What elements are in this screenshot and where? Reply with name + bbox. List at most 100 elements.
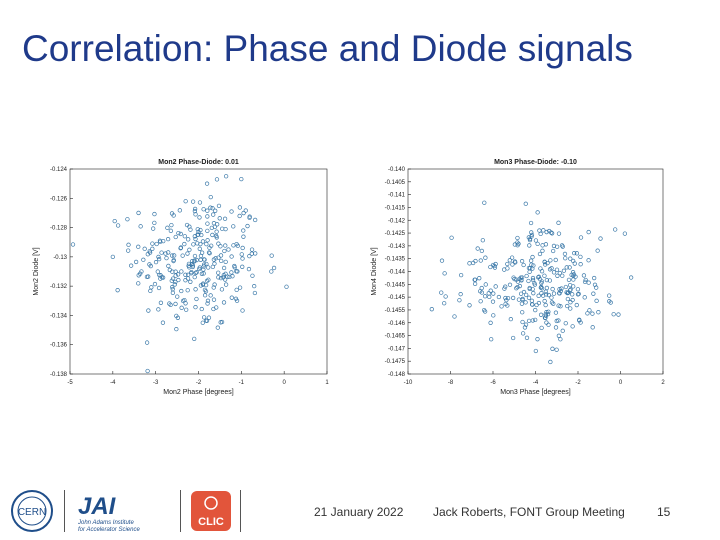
- data-point: [570, 324, 575, 329]
- data-point: [185, 251, 190, 256]
- data-point: [567, 282, 573, 288]
- data-point: [520, 319, 525, 325]
- data-point: [168, 302, 173, 307]
- data-point: [211, 212, 216, 217]
- jai-logo-text: JAI: [78, 493, 117, 520]
- data-point: [547, 278, 553, 283]
- data-point: [147, 250, 153, 255]
- data-point: [519, 301, 525, 306]
- data-point: [563, 256, 568, 261]
- data-point: [252, 290, 258, 296]
- data-point: [205, 208, 210, 213]
- data-point: [192, 336, 197, 342]
- y-tick-label: -0.142: [388, 218, 406, 224]
- data-point: [229, 254, 234, 259]
- data-point: [146, 274, 151, 279]
- data-point: [536, 300, 542, 306]
- y-tick-label: -0.1415: [385, 205, 406, 211]
- data-point: [201, 315, 207, 320]
- data-point: [214, 177, 220, 182]
- y-tick-label: -0.124: [50, 167, 68, 173]
- data-point: [527, 236, 533, 242]
- data-point: [439, 290, 444, 295]
- data-point: [138, 271, 143, 276]
- data-point: [526, 295, 532, 300]
- data-point: [232, 263, 237, 269]
- data-point: [508, 317, 513, 322]
- data-point: [239, 252, 244, 257]
- data-point: [537, 228, 542, 233]
- data-point: [158, 276, 163, 281]
- data-point: [173, 269, 178, 274]
- data-point: [587, 308, 592, 313]
- data-point: [503, 301, 508, 307]
- data-point: [167, 301, 172, 306]
- data-point: [490, 299, 496, 304]
- jai-logo-subtitle-1: John Adams Institute: [77, 520, 134, 526]
- data-point: [252, 283, 257, 289]
- footer-presenter: Jack Roberts, FONT Group Meeting: [433, 505, 625, 519]
- data-point: [571, 277, 576, 282]
- data-point: [192, 253, 198, 259]
- data-point: [202, 262, 207, 267]
- data-point: [201, 207, 206, 212]
- data-point: [158, 300, 164, 305]
- data-point: [491, 313, 496, 318]
- data-point: [216, 270, 221, 275]
- data-point: [112, 218, 117, 224]
- data-point: [561, 268, 567, 273]
- data-point: [148, 288, 153, 294]
- data-point: [457, 298, 462, 303]
- data-point: [187, 265, 192, 270]
- data-point: [564, 290, 569, 295]
- y-tick-label: -0.140: [388, 167, 406, 173]
- data-point: [204, 278, 210, 284]
- data-point: [563, 321, 568, 326]
- data-point: [550, 286, 555, 292]
- data-point: [223, 282, 229, 287]
- data-point: [203, 318, 209, 323]
- data-point: [582, 295, 587, 300]
- data-point: [568, 287, 573, 292]
- data-point: [586, 229, 591, 235]
- data-point: [249, 251, 254, 256]
- data-point: [212, 261, 217, 266]
- data-point: [548, 359, 553, 365]
- data-point: [553, 257, 558, 263]
- data-point: [187, 247, 192, 252]
- data-point: [467, 261, 472, 266]
- data-point: [142, 246, 147, 251]
- data-point: [183, 199, 188, 204]
- data-point: [473, 258, 478, 264]
- data-point: [218, 244, 223, 249]
- data-point: [585, 311, 590, 316]
- data-point: [182, 297, 187, 303]
- data-point: [171, 213, 176, 218]
- data-point: [544, 229, 549, 235]
- data-point: [216, 203, 222, 209]
- data-point: [204, 261, 209, 267]
- x-tick-label: -4: [110, 380, 116, 386]
- data-point: [488, 288, 493, 293]
- data-point: [150, 241, 155, 246]
- y-tick-label: -0.138: [50, 372, 68, 378]
- data-point: [530, 275, 536, 281]
- data-point: [225, 274, 230, 279]
- data-point: [571, 272, 576, 277]
- data-point: [172, 282, 177, 287]
- data-point: [560, 328, 565, 333]
- data-point: [523, 292, 529, 298]
- data-point: [575, 292, 581, 297]
- data-point: [510, 295, 516, 301]
- data-point: [524, 273, 529, 279]
- data-point: [154, 241, 159, 247]
- data-point: [198, 257, 203, 262]
- data-point: [622, 231, 628, 236]
- data-point: [507, 258, 512, 263]
- data-point: [515, 243, 520, 248]
- data-point: [160, 275, 166, 280]
- data-point: [557, 287, 562, 292]
- data-point: [218, 276, 224, 281]
- data-point: [240, 245, 245, 251]
- data-point: [223, 271, 228, 276]
